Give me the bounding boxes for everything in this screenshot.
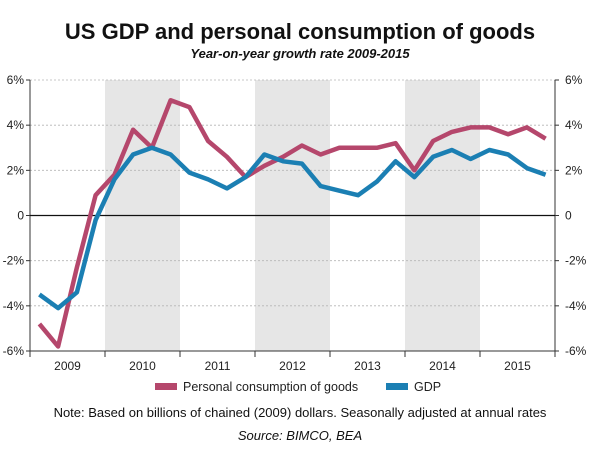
series-line-personal-consumption-of-goods xyxy=(37,98,547,349)
x-tick-label-2012: 2012 xyxy=(279,359,306,373)
y-tick-label-left-6: 6% xyxy=(7,73,25,87)
x-tick-label-2013: 2013 xyxy=(354,359,381,373)
legend-label-consumption: Personal consumption of goods xyxy=(183,380,358,394)
y-tick-label-left-0: 0 xyxy=(17,209,24,223)
legend-swatch-gdp xyxy=(386,383,408,390)
x-axis-ticks: 2009 2010 2011 2012 2013 2014 2015 xyxy=(29,351,556,373)
y-tick-label-right-2: -2% xyxy=(565,254,587,268)
y-tick-label-right-0: 0 xyxy=(565,209,572,223)
y-axis-left-ticks: -6% -4% -2% 0 2% 4% 6% xyxy=(3,73,30,358)
x-tick-label-2014: 2014 xyxy=(429,359,456,373)
series-line-gdp xyxy=(38,145,547,311)
y-tick-label-right-2: 2% xyxy=(565,163,583,177)
legend-label-gdp: GDP xyxy=(414,380,441,394)
legend-swatch-consumption xyxy=(155,383,177,390)
x-tick-label-2015: 2015 xyxy=(504,359,531,373)
chart-title: US GDP and personal consumption of goods xyxy=(65,19,535,44)
y-axis-right-ticks: -6% -4% -2% 0 2% 4% 6% xyxy=(555,73,587,358)
x-tick-label-2009: 2009 xyxy=(54,359,81,373)
chart-subtitle: Year-on-year growth rate 2009-2015 xyxy=(190,46,410,61)
x-tick-label-2011: 2011 xyxy=(205,359,231,373)
footer-note: Note: Based on billions of chained (2009… xyxy=(54,405,547,420)
y-tick-label-left-6: -6% xyxy=(3,344,25,358)
y-tick-label-left-2: -2% xyxy=(3,254,25,268)
x-tick-label-2010: 2010 xyxy=(129,359,156,373)
y-tick-label-left-4: 4% xyxy=(7,118,25,132)
y-tick-label-right-6: 6% xyxy=(565,73,583,87)
footer-source: Source: BIMCO, BEA xyxy=(238,428,362,443)
y-tick-label-left-2: 2% xyxy=(7,163,25,177)
y-tick-label-right-4: -4% xyxy=(565,299,587,313)
y-tick-label-right-6: -6% xyxy=(565,344,587,358)
y-tick-label-right-4: 4% xyxy=(565,118,583,132)
y-tick-label-left-4: -4% xyxy=(3,299,25,313)
legend: Personal consumption of goods GDP xyxy=(155,380,441,394)
series-lines xyxy=(37,98,547,349)
